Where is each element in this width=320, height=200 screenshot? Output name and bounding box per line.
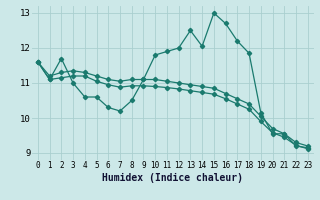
X-axis label: Humidex (Indice chaleur): Humidex (Indice chaleur) [102,173,243,183]
